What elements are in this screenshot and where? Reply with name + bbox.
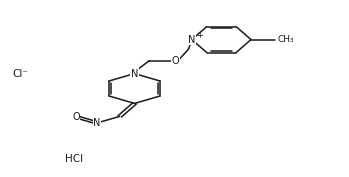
Text: +: + (196, 31, 203, 40)
Text: N: N (131, 68, 138, 79)
Text: N: N (188, 35, 195, 45)
Text: O: O (172, 56, 179, 66)
Text: CH₃: CH₃ (277, 35, 294, 44)
Text: N: N (94, 118, 101, 128)
Text: HCl: HCl (65, 154, 83, 164)
Text: Cl⁻: Cl⁻ (12, 69, 28, 79)
Text: O: O (72, 112, 80, 122)
